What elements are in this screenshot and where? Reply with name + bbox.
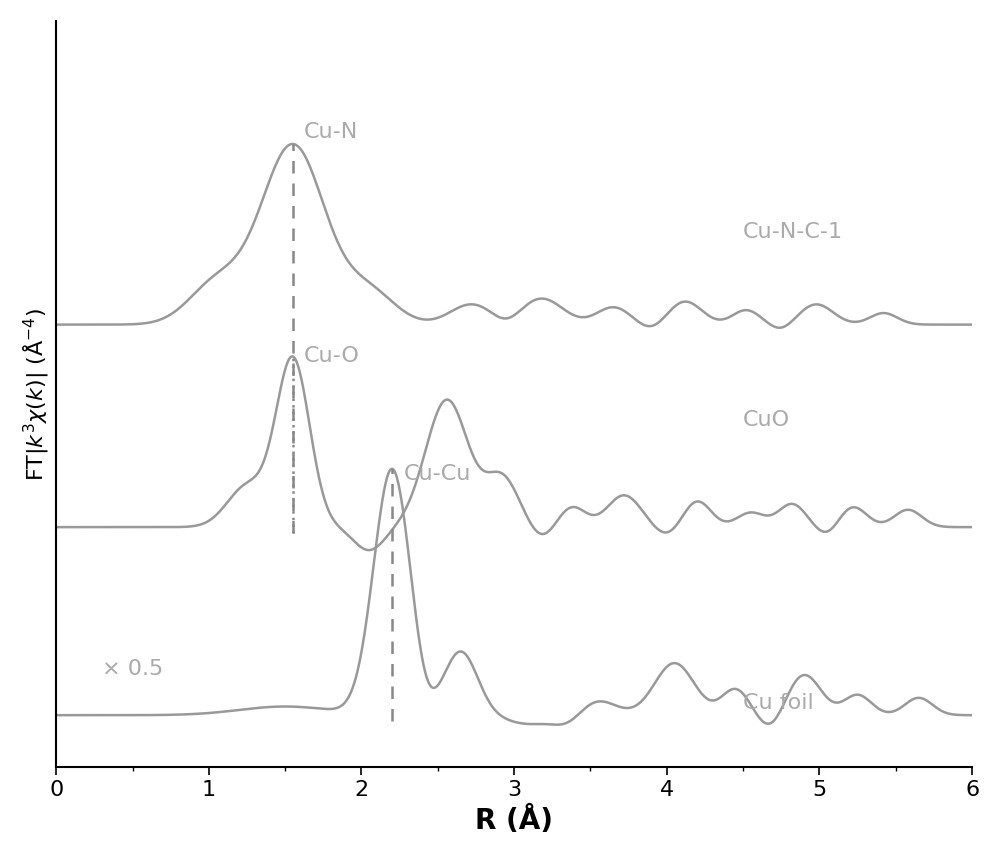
X-axis label: R (Å): R (Å) [475,806,553,835]
Text: Cu foil: Cu foil [743,693,814,713]
Text: Cu-N: Cu-N [303,122,358,142]
Text: Cu-Cu: Cu-Cu [404,464,472,484]
Text: CuO: CuO [743,410,790,430]
Y-axis label: FT|$k^3\chi(k)$| (Å$^{-4}$): FT|$k^3\chi(k)$| (Å$^{-4}$) [21,307,51,481]
Text: × 0.5: × 0.5 [102,658,163,679]
Text: Cu-O: Cu-O [303,347,359,366]
Text: Cu-N-C-1: Cu-N-C-1 [743,222,843,241]
